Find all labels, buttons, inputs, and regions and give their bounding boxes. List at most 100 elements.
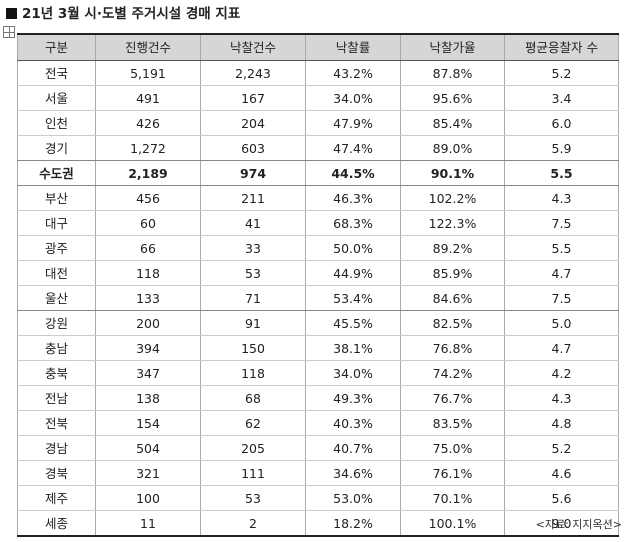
cell-winning-rate: 43.2% (305, 60, 401, 86)
cell-proceeding-count: 394 (95, 335, 201, 361)
cell-region: 충남 (17, 335, 96, 361)
table-row: 수도권 2,189 974 44.5% 90.1% 5.5 (17, 160, 619, 186)
table-row: 경남 504 205 40.7% 75.0% 5.2 (17, 435, 619, 461)
cell-avg-bidders: 5.5 (504, 235, 619, 261)
cell-proceeding-count: 347 (95, 360, 201, 386)
cell-region: 수도권 (17, 160, 96, 186)
cell-price-ratio: 87.8% (400, 60, 505, 86)
cell-region: 전남 (17, 385, 96, 411)
cell-winning-rate: 45.5% (305, 310, 401, 336)
cell-winning-rate: 50.0% (305, 235, 401, 261)
cell-proceeding-count: 60 (95, 210, 201, 236)
cell-region: 인천 (17, 110, 96, 136)
cell-winning-count: 33 (200, 235, 306, 261)
cell-winning-rate: 47.9% (305, 110, 401, 136)
cell-winning-rate: 40.3% (305, 410, 401, 436)
table-row: 강원 200 91 45.5% 82.5% 5.0 (17, 310, 619, 336)
cell-price-ratio: 76.7% (400, 385, 505, 411)
cell-winning-count: 62 (200, 410, 306, 436)
cell-avg-bidders: 7.5 (504, 285, 619, 311)
cell-price-ratio: 102.2% (400, 185, 505, 211)
auction-stats-table: 구분 진행건수 낙찰건수 낙찰률 낙찰가율 평균응찰자 수 전국 5,191 2,2… (17, 33, 619, 537)
table-row: 세종 11 2 18.2% 100.1% 9.0 (17, 510, 619, 537)
cell-winning-count: 68 (200, 385, 306, 411)
cell-winning-count: 111 (200, 460, 306, 486)
cell-region: 제주 (17, 485, 96, 511)
cell-proceeding-count: 321 (95, 460, 201, 486)
table-grid-icon[interactable] (3, 26, 15, 38)
cell-winning-count: 53 (200, 485, 306, 511)
cell-avg-bidders: 5.2 (504, 435, 619, 461)
cell-winning-count: 204 (200, 110, 306, 136)
table-row: 부산 456 211 46.3% 102.2% 4.3 (17, 185, 619, 211)
cell-winning-count: 91 (200, 310, 306, 336)
black-square-icon (6, 8, 17, 19)
cell-winning-count: 603 (200, 135, 306, 161)
cell-region: 울산 (17, 285, 96, 311)
table-row: 대전 118 53 44.9% 85.9% 4.7 (17, 260, 619, 286)
cell-proceeding-count: 426 (95, 110, 201, 136)
cell-region: 서울 (17, 85, 96, 111)
cell-price-ratio: 76.1% (400, 460, 505, 486)
cell-proceeding-count: 118 (95, 260, 201, 286)
cell-price-ratio: 74.2% (400, 360, 505, 386)
cell-winning-rate: 68.3% (305, 210, 401, 236)
cell-proceeding-count: 154 (95, 410, 201, 436)
cell-region: 충북 (17, 360, 96, 386)
cell-avg-bidders: 5.5 (504, 160, 619, 186)
document-title: 21년 3월 시·도별 주거시설 경매 지표 (6, 3, 240, 25)
cell-avg-bidders: 4.2 (504, 360, 619, 386)
cell-winning-count: 167 (200, 85, 306, 111)
cell-region: 경기 (17, 135, 96, 161)
cell-winning-count: 41 (200, 210, 306, 236)
cell-proceeding-count: 2,189 (95, 160, 201, 186)
cell-winning-count: 974 (200, 160, 306, 186)
table-row: 경기 1,272 603 47.4% 89.0% 5.9 (17, 135, 619, 161)
cell-price-ratio: 85.4% (400, 110, 505, 136)
cell-avg-bidders: 4.8 (504, 410, 619, 436)
cell-avg-bidders: 9.0 (504, 510, 619, 537)
cell-proceeding-count: 504 (95, 435, 201, 461)
cell-winning-count: 118 (200, 360, 306, 386)
cell-price-ratio: 90.1% (400, 160, 505, 186)
cell-proceeding-count: 100 (95, 485, 201, 511)
cell-proceeding-count: 491 (95, 85, 201, 111)
table-row: 전국 5,191 2,243 43.2% 87.8% 5.2 (17, 60, 619, 86)
cell-price-ratio: 70.1% (400, 485, 505, 511)
cell-winning-count: 205 (200, 435, 306, 461)
cell-price-ratio: 100.1% (400, 510, 505, 537)
table-header-row: 구분 진행건수 낙찰건수 낙찰률 낙찰가율 평균응찰자 수 (17, 33, 619, 61)
cell-region: 세종 (17, 510, 96, 537)
cell-winning-rate: 53.4% (305, 285, 401, 311)
table-row: 광주 66 33 50.0% 89.2% 5.5 (17, 235, 619, 261)
cell-price-ratio: 95.6% (400, 85, 505, 111)
header-winning-count: 낙찰건수 (200, 33, 306, 61)
cell-proceeding-count: 133 (95, 285, 201, 311)
cell-proceeding-count: 66 (95, 235, 201, 261)
cell-winning-rate: 18.2% (305, 510, 401, 537)
cell-proceeding-count: 5,191 (95, 60, 201, 86)
cell-avg-bidders: 4.6 (504, 460, 619, 486)
table-row: 대구 60 41 68.3% 122.3% 7.5 (17, 210, 619, 236)
cell-price-ratio: 82.5% (400, 310, 505, 336)
header-avg-bidders: 평균응찰자 수 (504, 33, 619, 61)
table-row: 제주 100 53 53.0% 70.1% 5.6 (17, 485, 619, 511)
cell-price-ratio: 75.0% (400, 435, 505, 461)
cell-price-ratio: 89.2% (400, 235, 505, 261)
cell-avg-bidders: 6.0 (504, 110, 619, 136)
cell-region: 강원 (17, 310, 96, 336)
cell-avg-bidders: 5.0 (504, 310, 619, 336)
cell-avg-bidders: 4.7 (504, 335, 619, 361)
cell-winning-rate: 34.6% (305, 460, 401, 486)
cell-winning-rate: 44.5% (305, 160, 401, 186)
cell-region: 경북 (17, 460, 96, 486)
cell-avg-bidders: 7.5 (504, 210, 619, 236)
cell-winning-count: 71 (200, 285, 306, 311)
cell-proceeding-count: 456 (95, 185, 201, 211)
table-row: 전북 154 62 40.3% 83.5% 4.8 (17, 410, 619, 436)
cell-region: 경남 (17, 435, 96, 461)
cell-avg-bidders: 5.9 (504, 135, 619, 161)
cell-region: 부산 (17, 185, 96, 211)
cell-winning-rate: 53.0% (305, 485, 401, 511)
cell-winning-rate: 38.1% (305, 335, 401, 361)
